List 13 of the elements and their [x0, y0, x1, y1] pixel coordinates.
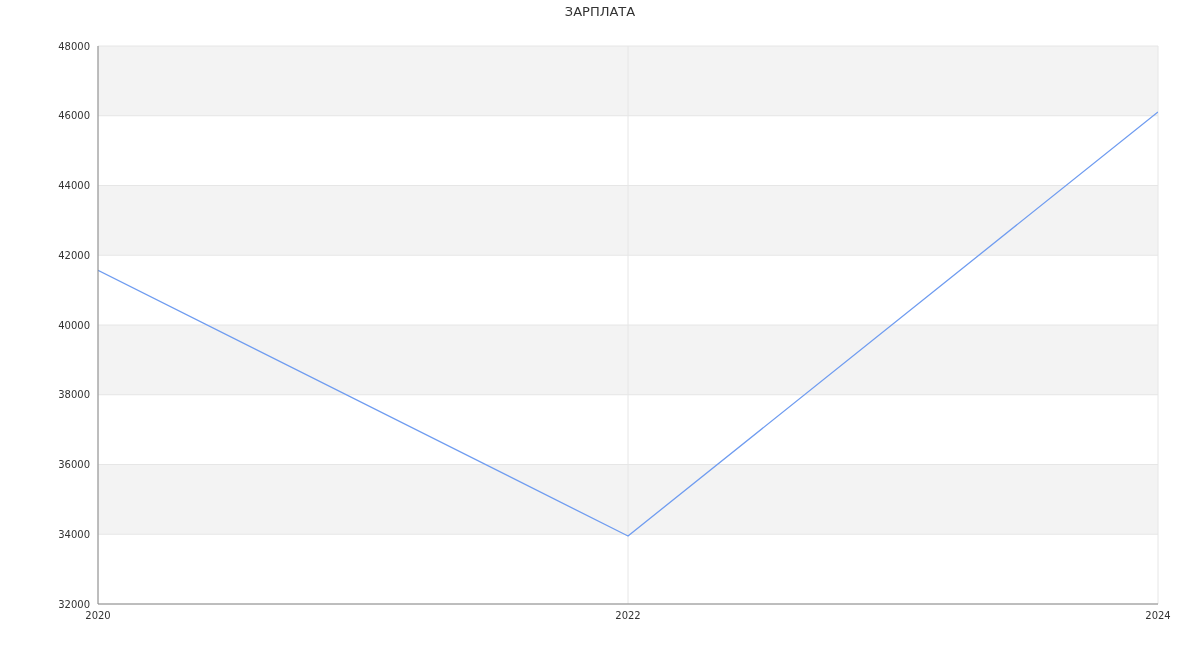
y-tick-label: 38000 [58, 389, 90, 401]
x-tick-label: 2022 [615, 610, 641, 622]
y-tick-label: 48000 [58, 40, 90, 52]
chart-title: ЗАРПЛАТА [563, 4, 637, 21]
y-tick-label: 44000 [58, 180, 90, 192]
y-tick-label: 46000 [58, 110, 90, 122]
y-tick-label: 32000 [58, 598, 90, 610]
y-tick-label: 42000 [58, 249, 90, 261]
y-tick-label: 36000 [58, 459, 90, 471]
x-tick-label: 2024 [1145, 610, 1171, 622]
y-tick-label: 40000 [58, 319, 90, 331]
x-tick-label: 2020 [85, 610, 111, 622]
y-tick-label: 34000 [58, 528, 90, 540]
